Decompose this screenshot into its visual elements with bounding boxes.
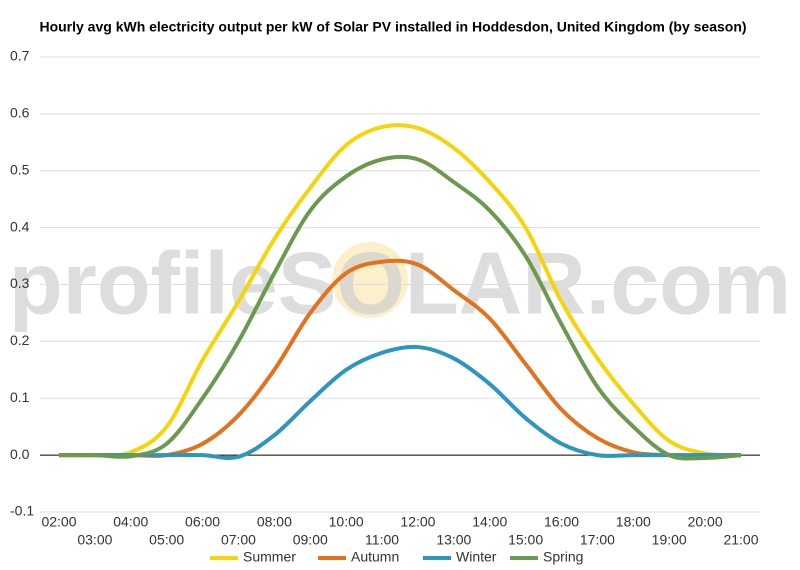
series-line [59,344,741,461]
legend-label: Winter [456,549,497,565]
x-tick-label: 18:00 [616,514,651,530]
x-tick-label: 21:00 [723,532,758,548]
x-tick-label: 08:00 [257,514,292,530]
chart-title: Hourly avg kWh electricity output per kW… [39,19,746,35]
y-tick-label: 0.3 [10,275,30,291]
legend-label: Autumn [351,549,399,565]
legend-label: Summer [243,549,296,565]
x-tick-label: 12:00 [400,514,435,530]
series-line [58,154,742,461]
x-tick-label: 09:00 [293,532,328,548]
series-line [58,123,742,458]
x-tick-label: 17:00 [580,532,615,548]
y-tick-label: 0.6 [10,105,30,121]
y-tick-label: 0.2 [10,332,30,348]
y-tick-label: 0.0 [10,446,30,462]
x-tick-label: 10:00 [329,514,364,530]
watermark: profileSOLAR.com [9,233,791,332]
x-tick-label: 03:00 [77,532,112,548]
y-tick-label: -0.1 [10,503,34,519]
x-tick-label: 16:00 [544,514,579,530]
x-tick-label: 20:00 [688,514,723,530]
x-tick-label: 11:00 [365,532,399,548]
x-tick-label: 14:00 [472,514,507,530]
x-tick-label: 04:00 [113,514,148,530]
y-tick-label: 0.1 [10,389,30,405]
y-tick-label: 0.7 [10,48,30,64]
x-tick-label: 06:00 [185,514,220,530]
x-tick-label: 15:00 [508,532,543,548]
x-tick-label: 07:00 [221,532,256,548]
x-tick-label: 02:00 [41,514,76,530]
legend-label: Spring [543,549,583,565]
y-tick-label: 0.4 [10,218,30,234]
y-tick-label: 0.5 [10,161,30,177]
x-tick-label: 13:00 [436,532,471,548]
x-tick-label: 05:00 [149,532,184,548]
x-tick-label: 19:00 [652,532,687,548]
